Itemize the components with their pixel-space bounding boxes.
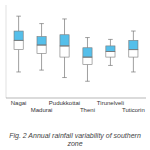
whisker-cap-high xyxy=(16,16,21,17)
box-lower xyxy=(37,45,46,53)
chart: Nagai MaduraiPudukkottaiTheniTirunelveliT… xyxy=(0,0,150,150)
whisker-low xyxy=(133,57,134,72)
whisker-cap-low xyxy=(85,81,90,82)
whisker-low xyxy=(18,50,19,72)
page: {"chart_data": {"type": "box", "title": … xyxy=(0,0,150,150)
box-group xyxy=(129,31,138,72)
median-line xyxy=(60,45,69,46)
median-line xyxy=(37,44,46,45)
caption-line: Fig. 2 Annual rainfall variability of so… xyxy=(9,132,141,140)
whisker-cap-low xyxy=(131,71,136,72)
box-upper xyxy=(83,48,92,57)
whisker-cap-high xyxy=(131,31,136,32)
whisker-cap-high xyxy=(62,18,67,19)
x-tick-label: Theni xyxy=(80,107,95,113)
whisker-high xyxy=(18,16,19,31)
whisker-low xyxy=(41,53,42,70)
x-tick-label: Pudukkottai xyxy=(49,100,80,106)
median-line xyxy=(14,40,23,41)
whisker-low xyxy=(64,57,65,77)
whisker-cap-high xyxy=(39,23,44,24)
whisker-high xyxy=(133,31,134,40)
whisker-high xyxy=(110,39,111,46)
whisker-cap-high xyxy=(108,39,113,40)
box-lower xyxy=(60,46,69,57)
box-upper xyxy=(106,46,115,52)
whisker-high xyxy=(64,19,65,35)
box-upper xyxy=(60,35,69,46)
x-axis-line xyxy=(6,98,146,99)
box-lower xyxy=(14,40,23,49)
whisker-cap-low xyxy=(62,77,67,78)
whisker-high xyxy=(87,38,88,48)
whisker-high xyxy=(41,24,42,37)
whisker-cap-high xyxy=(85,37,90,38)
x-tick-label: Tuticorin xyxy=(122,107,145,113)
median-line xyxy=(129,49,138,50)
box-group xyxy=(60,19,69,78)
x-tick-label: Madurai xyxy=(31,107,53,113)
whisker-cap-low xyxy=(108,65,113,66)
box-group xyxy=(14,16,23,72)
box-upper xyxy=(37,37,46,45)
median-line xyxy=(106,51,115,52)
y-axis-line xyxy=(6,5,7,98)
caption-line: zone xyxy=(66,140,82,147)
box-lower xyxy=(83,57,92,64)
box-group xyxy=(83,38,92,82)
median-line xyxy=(83,57,92,58)
x-tick-label: Nagai xyxy=(11,100,27,106)
box-group xyxy=(37,24,46,71)
whisker-low xyxy=(110,57,111,65)
x-tick-label: Tirunelveli xyxy=(97,100,124,106)
whisker-low xyxy=(87,65,88,82)
box-lower xyxy=(129,50,138,57)
box-upper xyxy=(14,31,23,40)
whisker-cap-low xyxy=(16,71,21,72)
box-lower xyxy=(106,52,115,58)
boxes xyxy=(14,16,138,81)
box-group xyxy=(106,39,115,65)
box-upper xyxy=(129,40,138,49)
whisker-cap-low xyxy=(39,70,44,71)
caption: Fig. 2 Annual rainfall variability of so… xyxy=(9,132,141,148)
